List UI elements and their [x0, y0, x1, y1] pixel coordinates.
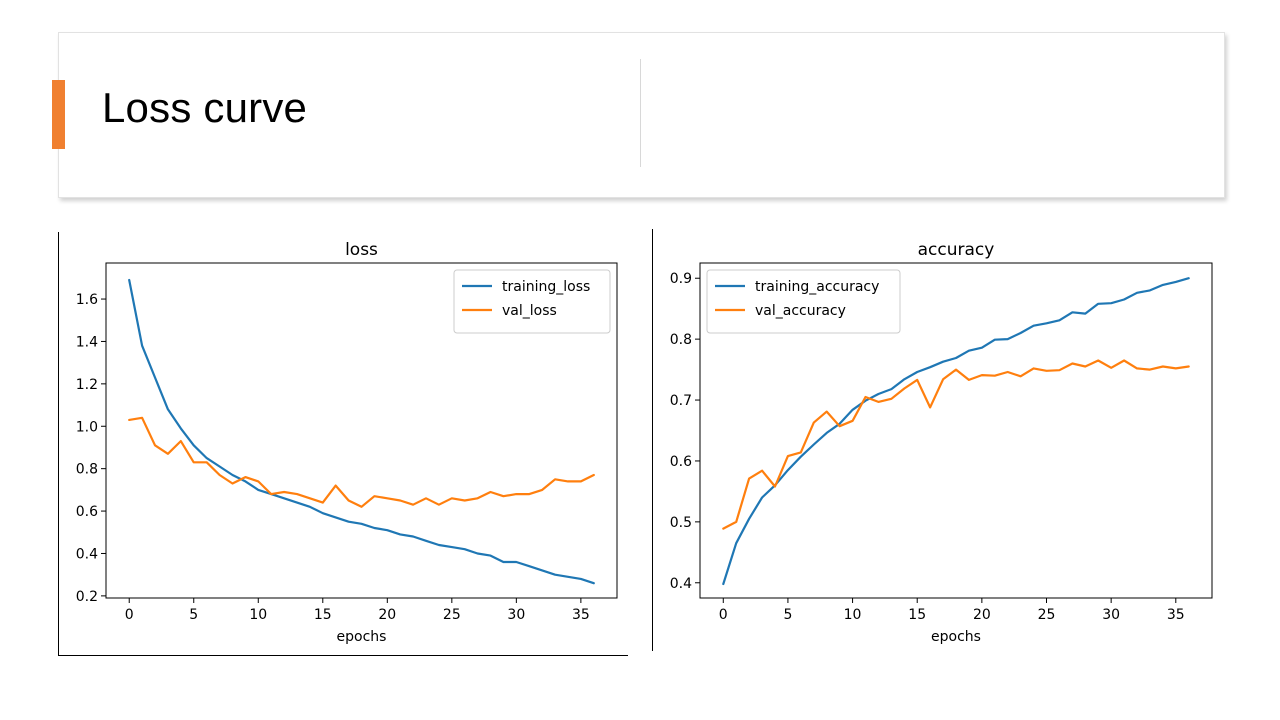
- accuracy-series-line-training_accuracy: [722, 277, 1190, 586]
- accuracy-x-axis-label: epochs: [931, 629, 981, 645]
- accuracy-x-tick-label: 10: [844, 607, 862, 623]
- loss-y-tick-label: 1.0: [76, 419, 98, 435]
- loss-legend-box: [453, 269, 611, 334]
- accuracy-x-tick-label: 15: [908, 607, 926, 623]
- accuracy-y-tick-label: 0.9: [670, 271, 692, 287]
- accuracy-x-tick-label: 35: [1167, 607, 1185, 623]
- loss-panel-bottom-border: [58, 655, 628, 656]
- accuracy-x-tick-label: 30: [1102, 607, 1120, 623]
- title-accent-bar: [52, 80, 65, 149]
- loss-x-axis-label: epochs: [337, 629, 387, 645]
- loss-y-tick-label: 0.4: [76, 546, 98, 562]
- loss-x-tick-label: 5: [189, 607, 198, 623]
- accuracy-x-tick-label: 25: [1038, 607, 1056, 623]
- accuracy-y-tick-label: 0.4: [670, 576, 692, 592]
- accuracy-series-line-val_accuracy: [722, 359, 1190, 530]
- loss-y-tick-label: 1.6: [76, 292, 98, 308]
- loss-panel-left-border: [58, 232, 59, 656]
- accuracy-y-tick-label: 0.6: [670, 454, 692, 470]
- title-card: [58, 32, 1225, 198]
- loss-legend-label-training_loss: training_loss: [502, 279, 590, 295]
- loss-x-tick-label: 0: [125, 607, 134, 623]
- accuracy-panel-left-border: [652, 229, 653, 651]
- accuracy-y-tick-label: 0.5: [670, 515, 692, 531]
- loss-x-tick-label: 25: [443, 607, 461, 623]
- loss-legend-label-val_loss: val_loss: [502, 303, 557, 319]
- accuracy-y-tick-label: 0.8: [670, 332, 692, 348]
- loss-x-tick-label: 20: [378, 607, 396, 623]
- accuracy-legend: training_accuracy val_accuracy: [706, 269, 901, 334]
- loss-series-line-training_loss: [128, 278, 595, 585]
- loss-plot-frame: [105, 262, 618, 599]
- accuracy-chart-title: accuracy: [918, 240, 995, 260]
- loss-y-tick-label: 0.2: [76, 589, 98, 605]
- loss-chart-title: loss: [345, 240, 378, 260]
- loss-y-tick-label: 0.8: [76, 462, 98, 478]
- loss-y-tick-label: 0.6: [76, 504, 98, 520]
- slide-title: Loss curve: [102, 84, 308, 131]
- accuracy-plot-frame: [699, 262, 1213, 599]
- loss-series-line-val_loss: [128, 416, 595, 508]
- loss-y-tick-label: 1.4: [76, 334, 98, 350]
- accuracy-x-tick-label: 20: [973, 607, 991, 623]
- accuracy-legend-box: [706, 269, 901, 334]
- loss-x-tick-label: 35: [572, 607, 590, 623]
- accuracy-x-tick-label: 0: [719, 607, 728, 623]
- loss-legend: training_loss val_loss: [453, 269, 611, 334]
- loss-x-tick-label: 30: [507, 607, 525, 623]
- accuracy-legend-label-training_accuracy: training_accuracy: [755, 279, 879, 295]
- accuracy-x-tick-label: 5: [783, 607, 792, 623]
- loss-x-tick-label: 15: [314, 607, 332, 623]
- accuracy-legend-label-val_accuracy: val_accuracy: [755, 303, 846, 319]
- accuracy-y-tick-label: 0.7: [670, 393, 692, 409]
- loss-y-tick-label: 1.2: [76, 377, 98, 393]
- loss-x-tick-label: 10: [249, 607, 267, 623]
- title-divider: [640, 59, 641, 167]
